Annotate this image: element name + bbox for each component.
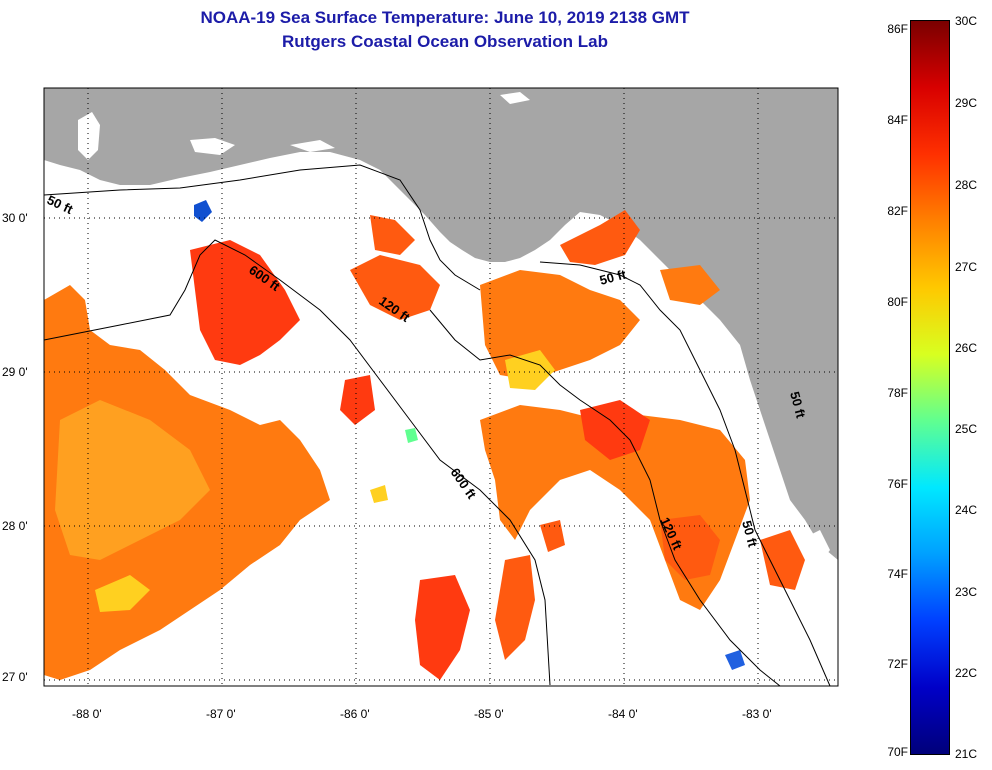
- colorbar-f-label: 74F: [887, 567, 908, 581]
- sst-field: [44, 200, 805, 680]
- bathymetry-contours: [43, 164, 831, 687]
- contour-label: 50 ft: [739, 519, 761, 549]
- bay-mobile: [78, 112, 100, 160]
- bay-tampa: [800, 530, 830, 570]
- map-frame: [43, 87, 839, 687]
- bay-choctaw: [290, 140, 335, 152]
- map-title-line2: Rutgers Coastal Ocean Observation Lab: [282, 32, 608, 51]
- bay-apalachicola: [500, 92, 530, 104]
- bay-pensacola: [190, 138, 235, 155]
- lon-tick-label: -87 0': [206, 707, 236, 721]
- colorbar-f-label: 72F: [887, 657, 908, 671]
- land-north: [44, 88, 838, 560]
- lat-tick-label: 28 0': [2, 519, 28, 533]
- colorbar-f-label: 86F: [887, 22, 908, 36]
- lat-tick-label: 29 0': [2, 365, 28, 379]
- lon-tick-label: -85 0': [474, 707, 504, 721]
- lat-tick-label: 30 0': [2, 211, 28, 225]
- colorbar-c-label: 29C: [955, 96, 978, 110]
- lon-tick-label: -83 0': [742, 707, 772, 721]
- colorbar-c-label: 22C: [955, 666, 978, 680]
- colorbar-f-label: 78F: [887, 386, 908, 400]
- colorbar-c-label: 25C: [955, 422, 978, 436]
- colorbar-c-label: 23C: [955, 585, 978, 599]
- colorbar-c-label: 21C: [955, 747, 978, 761]
- map-title-line1: NOAA-19 Sea Surface Temperature: June 10…: [200, 8, 690, 27]
- colorbar-c-label: 24C: [955, 503, 978, 517]
- colorbar-c-label: 26C: [955, 341, 978, 355]
- lon-tick-label: -86 0': [340, 707, 370, 721]
- colorbar-c-label: 30C: [955, 14, 978, 28]
- lon-tick-label: -88 0': [72, 707, 102, 721]
- colorbar-f-label: 80F: [887, 295, 908, 309]
- colorbar-f-label: 70F: [887, 745, 908, 759]
- lat-tick-label: 27 0': [2, 670, 28, 684]
- colorbar-f-label: 82F: [887, 204, 908, 218]
- colorbar-f-label: 76F: [887, 477, 908, 491]
- colorbar-c-label: 27C: [955, 260, 978, 274]
- colorbar-c-label: 28C: [955, 178, 978, 192]
- contour-label: 50 ft: [787, 390, 809, 420]
- contour-label: 50 ft: [598, 266, 628, 288]
- colorbar-f-label: 84F: [887, 113, 908, 127]
- lon-tick-label: -84 0': [608, 707, 638, 721]
- temperature-colorbar: [910, 20, 950, 755]
